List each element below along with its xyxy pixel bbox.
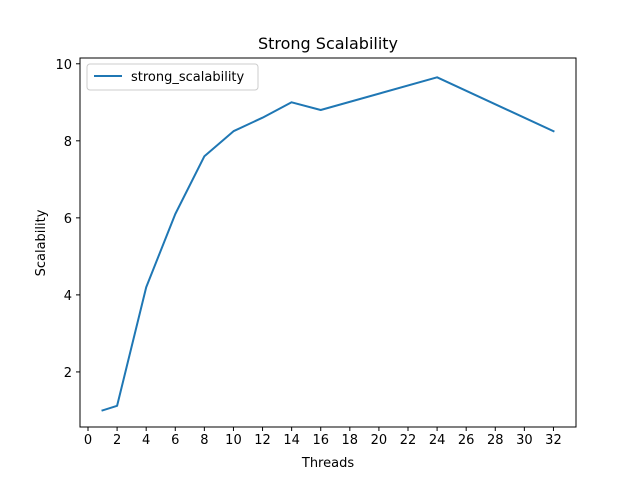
- x-tick-label: 6: [171, 433, 179, 448]
- y-tick-label: 4: [64, 289, 72, 304]
- x-axis-label: Threads: [301, 456, 354, 471]
- y-tick-label: 6: [64, 212, 72, 227]
- series-line-0: [101, 76, 555, 412]
- y-tick-label: 2: [64, 366, 72, 381]
- legend: strong_scalability: [86, 63, 259, 91]
- legend-box: [86, 63, 259, 91]
- x-tick-label: 26: [458, 433, 475, 448]
- x-tick-label: 28: [487, 433, 504, 448]
- x-tick-label: 0: [84, 433, 92, 448]
- x-tick-label: 12: [254, 433, 271, 448]
- x-tick-label: 16: [312, 433, 329, 448]
- x-tick-label: 8: [200, 433, 208, 448]
- x-tick-label: 32: [545, 433, 562, 448]
- y-tick-label: 10: [55, 58, 72, 73]
- x-tick-label: 14: [283, 433, 300, 448]
- x-tick-label: 18: [342, 433, 359, 448]
- y-tick-label: 8: [64, 135, 72, 150]
- chart-title: Strong Scalability: [258, 34, 398, 53]
- x-tick-label: 4: [142, 433, 150, 448]
- axes-frame: [79, 57, 577, 428]
- x-tick-label: 22: [400, 433, 417, 448]
- x-tick-label: 2: [113, 433, 121, 448]
- x-tick-label: 10: [225, 433, 242, 448]
- x-tick-label: 24: [429, 433, 446, 448]
- y-axis-label: Scalability: [34, 209, 49, 276]
- x-tick-label: 30: [516, 433, 533, 448]
- legend-label: strong_scalability: [131, 70, 245, 85]
- x-tick-label: 20: [371, 433, 388, 448]
